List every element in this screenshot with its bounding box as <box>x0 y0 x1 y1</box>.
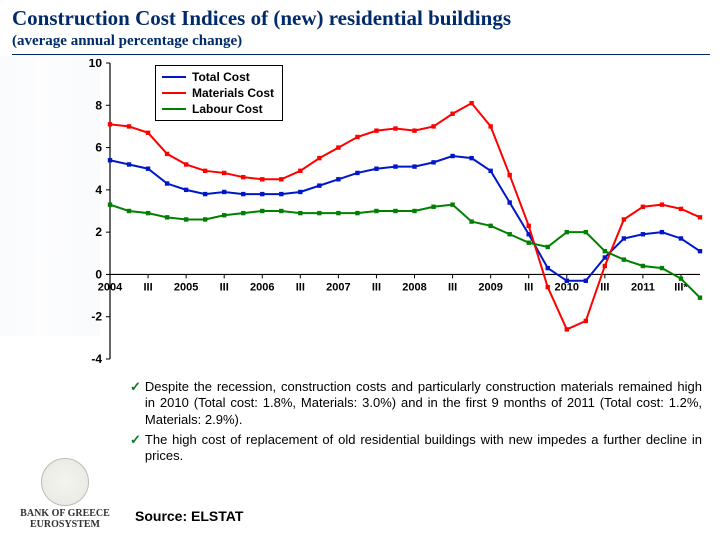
svg-text:2007: 2007 <box>326 281 350 293</box>
bullet-text: The high cost of replacement of old resi… <box>145 432 702 465</box>
bank-logo-block: BANK OF GREECE EUROSYSTEM <box>10 458 120 530</box>
svg-text:2010: 2010 <box>555 281 579 293</box>
title-rule <box>12 54 710 55</box>
svg-text:-4: -4 <box>91 352 102 366</box>
legend-item: Labour Cost <box>162 101 274 117</box>
line-chart: Total Cost Materials Cost Labour Cost -4… <box>10 59 710 379</box>
legend-label: Labour Cost <box>192 101 263 117</box>
svg-text:III: III <box>372 281 381 293</box>
chart-legend: Total Cost Materials Cost Labour Cost <box>155 65 283 121</box>
legend-swatch <box>162 92 186 94</box>
svg-text:III: III <box>143 281 152 293</box>
legend-swatch <box>162 76 186 78</box>
legend-item: Materials Cost <box>162 85 274 101</box>
bullet-list: ✓ Despite the recession, construction co… <box>130 379 702 464</box>
svg-text:III: III <box>600 281 609 293</box>
svg-text:III: III <box>524 281 533 293</box>
svg-text:III: III <box>448 281 457 293</box>
svg-text:2004: 2004 <box>98 281 123 293</box>
svg-text:2006: 2006 <box>250 281 274 293</box>
svg-text:10: 10 <box>89 59 103 70</box>
svg-text:4: 4 <box>95 183 102 197</box>
footer-euro: EUROSYSTEM <box>10 519 120 530</box>
bullet-item: ✓ Despite the recession, construction co… <box>130 379 702 428</box>
bullet-item: ✓ The high cost of replacement of old re… <box>130 432 702 465</box>
check-icon: ✓ <box>130 432 141 465</box>
legend-label: Total Cost <box>192 69 250 85</box>
svg-text:III: III <box>220 281 229 293</box>
svg-text:-2: -2 <box>91 310 102 324</box>
svg-text:2009: 2009 <box>478 281 502 293</box>
bullet-text: Despite the recession, construction cost… <box>145 379 702 428</box>
svg-text:2008: 2008 <box>402 281 426 293</box>
source-label: Source: ELSTAT <box>135 508 243 524</box>
title-block: Construction Cost Indices of (new) resid… <box>0 0 720 52</box>
svg-text:8: 8 <box>95 98 102 112</box>
page-title: Construction Cost Indices of (new) resid… <box>12 6 710 31</box>
svg-text:III: III <box>296 281 305 293</box>
page-subtitle: (average annual percentage change) <box>12 33 710 50</box>
svg-text:2011: 2011 <box>631 281 655 293</box>
svg-text:2: 2 <box>95 225 102 239</box>
svg-text:2005: 2005 <box>174 281 198 293</box>
check-icon: ✓ <box>130 379 141 428</box>
legend-label: Materials Cost <box>192 85 274 101</box>
footer-bank: BANK OF GREECE <box>10 508 120 519</box>
legend-item: Total Cost <box>162 69 274 85</box>
svg-text:6: 6 <box>95 141 102 155</box>
chart-svg: -4 -2 0 2 4 6 8 10 2004 III 2005 III 2006 III 2007 III 2… <box>10 59 710 379</box>
legend-swatch <box>162 108 186 110</box>
svg-text:0: 0 <box>95 267 102 281</box>
bank-logo-icon <box>41 458 89 506</box>
